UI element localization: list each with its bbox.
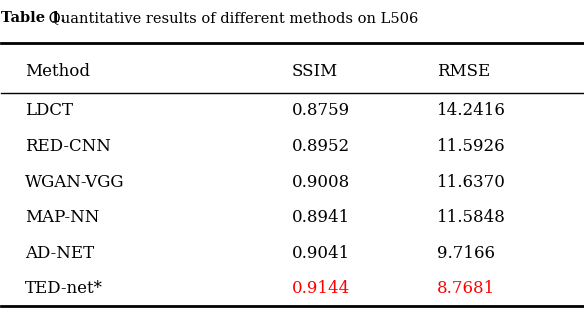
Text: SSIM: SSIM xyxy=(292,63,338,80)
Text: Quantitative results of different methods on L506: Quantitative results of different method… xyxy=(44,11,418,25)
Text: RED-CNN: RED-CNN xyxy=(25,138,110,155)
Text: 0.8759: 0.8759 xyxy=(292,102,350,119)
Text: 0.9008: 0.9008 xyxy=(292,174,350,191)
Text: 0.8952: 0.8952 xyxy=(292,138,350,155)
Text: 0.9144: 0.9144 xyxy=(292,280,350,297)
Text: WGAN-VGG: WGAN-VGG xyxy=(25,174,124,191)
Text: Table 1.: Table 1. xyxy=(1,11,66,25)
Text: RMSE: RMSE xyxy=(437,63,491,80)
Text: 9.7166: 9.7166 xyxy=(437,245,495,262)
Text: 8.7681: 8.7681 xyxy=(437,280,496,297)
Text: 11.5926: 11.5926 xyxy=(437,138,506,155)
Text: TED-net*: TED-net* xyxy=(25,280,103,297)
Text: 0.9041: 0.9041 xyxy=(292,245,350,262)
Text: LDCT: LDCT xyxy=(25,102,72,119)
Text: 0.8941: 0.8941 xyxy=(292,209,350,226)
Text: MAP-NN: MAP-NN xyxy=(25,209,99,226)
Text: 11.6370: 11.6370 xyxy=(437,174,506,191)
Text: 11.5848: 11.5848 xyxy=(437,209,506,226)
Text: Method: Method xyxy=(25,63,89,80)
Text: 14.2416: 14.2416 xyxy=(437,102,506,119)
Text: AD-NET: AD-NET xyxy=(25,245,94,262)
